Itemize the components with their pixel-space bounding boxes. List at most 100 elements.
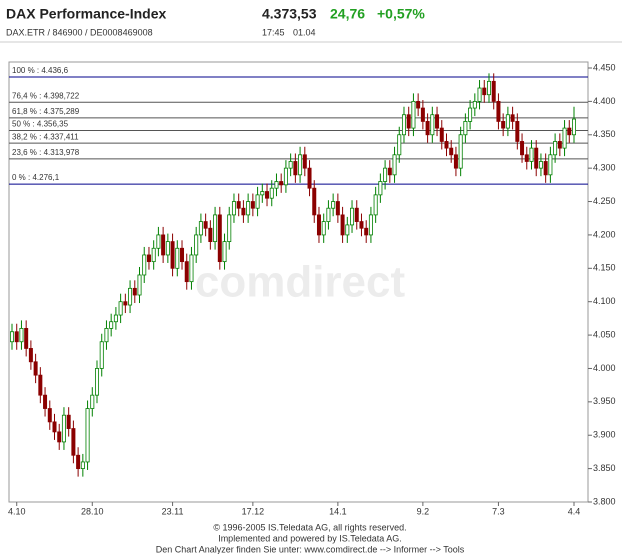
candle-body	[85, 408, 90, 463]
x-tick-label: 9.2	[417, 506, 430, 516]
y-tick-label: 4.050	[593, 329, 616, 339]
candle-body	[132, 287, 137, 296]
y-tick-label: 4.400	[593, 96, 616, 106]
candle-body	[217, 214, 222, 263]
candle-body	[307, 167, 312, 189]
candle-body	[345, 224, 350, 236]
candle-body	[43, 394, 48, 409]
candle-body	[316, 214, 321, 236]
candle-body	[175, 247, 180, 269]
x-tick-label: 14.1	[329, 506, 347, 516]
candle-body	[156, 234, 161, 249]
y-tick-label: 3.900	[593, 430, 616, 440]
candle-body	[265, 191, 270, 199]
footer-line: © 1996-2005 IS.Teledata AG, all rights r…	[213, 522, 406, 532]
candle-body	[151, 247, 156, 263]
candle-body	[449, 147, 454, 156]
candle-body	[137, 274, 142, 296]
candle-body	[520, 141, 525, 156]
candle-body	[553, 141, 558, 156]
candle-body	[95, 368, 100, 396]
candle-body	[364, 227, 369, 236]
candle-body	[99, 341, 104, 369]
candle-body	[312, 187, 317, 216]
candle-body	[340, 214, 345, 236]
candle-body	[288, 161, 293, 169]
candle-body	[47, 408, 52, 423]
footer-line: Implemented and powered by IS.Teledata A…	[218, 533, 402, 543]
fib-label: 0 % : 4.276,1	[12, 173, 60, 182]
candle-body	[416, 100, 421, 109]
header-time: 17:45	[262, 27, 285, 37]
candle-body	[383, 167, 388, 182]
candle-body	[250, 201, 255, 209]
candle-body	[227, 214, 232, 242]
candle-body	[486, 80, 491, 96]
y-tick-label: 4.250	[593, 196, 616, 206]
y-tick-label: 3.850	[593, 463, 616, 473]
header-ids: DAX.ETR / 846900 / DE0008469008	[6, 27, 153, 37]
watermark: comdirect	[195, 258, 406, 307]
candle-body	[463, 121, 468, 136]
candle-body	[236, 201, 241, 209]
candle-body	[501, 121, 506, 129]
candle-body	[146, 254, 151, 263]
candle-body	[543, 161, 548, 176]
candle-body	[198, 221, 203, 236]
candle-body	[76, 454, 81, 470]
y-tick-label: 3.950	[593, 396, 616, 406]
candle-body	[283, 167, 288, 186]
candle-body	[123, 301, 128, 306]
candle-body	[208, 227, 213, 243]
candle-body	[557, 141, 562, 149]
candle-body	[477, 87, 482, 102]
header-change: 24,76	[330, 6, 365, 22]
candle-body	[510, 114, 515, 122]
candle-body	[515, 121, 520, 142]
candle-body	[180, 247, 185, 263]
candle-body	[184, 261, 189, 283]
candle-body	[33, 361, 38, 376]
candle-body	[378, 181, 383, 196]
candle-body	[113, 314, 118, 323]
x-tick-label: 4.10	[8, 506, 26, 516]
candle-body	[231, 201, 236, 216]
candle-body	[458, 134, 463, 169]
candle-body	[491, 80, 496, 102]
candle-body	[61, 414, 66, 443]
candle-body	[246, 201, 251, 216]
candle-body	[90, 394, 95, 409]
fib-label: 23,6 % : 4.313,978	[12, 148, 80, 157]
candle-body	[241, 207, 246, 216]
candle-body	[392, 154, 397, 176]
candle-body	[331, 201, 336, 209]
candle-body	[572, 118, 577, 136]
candle-body	[534, 147, 539, 169]
candle-body	[387, 167, 392, 176]
candle-body	[80, 461, 85, 470]
candle-body	[279, 181, 284, 186]
candle-body	[274, 181, 279, 189]
candle-body	[52, 421, 57, 433]
candle-body	[335, 201, 340, 216]
candle-body	[255, 194, 260, 209]
candle-body	[397, 134, 402, 156]
candle-body	[350, 207, 355, 226]
candle-body	[161, 234, 166, 256]
y-tick-label: 4.450	[593, 62, 616, 72]
x-tick-label: 7.3	[492, 506, 505, 516]
candle-body	[524, 154, 529, 162]
candle-body	[165, 241, 170, 256]
candle-body	[468, 107, 473, 122]
candle-body	[28, 348, 33, 363]
candle-body	[104, 327, 109, 343]
candle-body	[326, 207, 331, 222]
candle-body	[359, 221, 364, 229]
x-tick-label: 23.11	[162, 506, 184, 516]
candle-body	[128, 287, 133, 306]
y-tick-label: 4.300	[593, 163, 616, 173]
candle-body	[298, 154, 303, 176]
candle-body	[430, 114, 435, 136]
candle-body	[505, 114, 510, 129]
